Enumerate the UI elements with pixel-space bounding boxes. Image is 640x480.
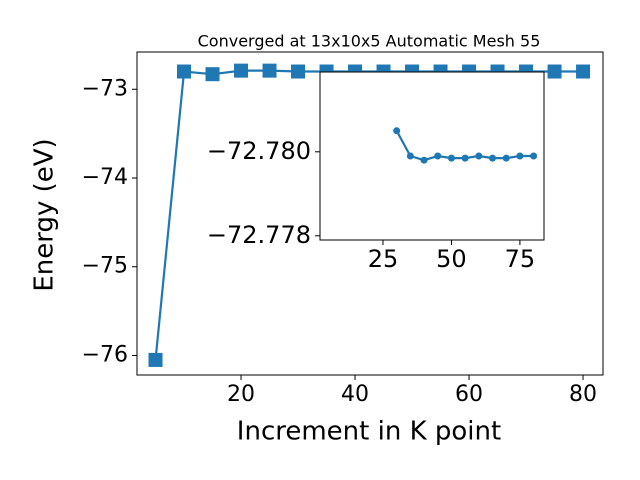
marker (205, 67, 220, 82)
marker (393, 127, 401, 135)
inset-frame (319, 71, 545, 241)
x-tick-label: 50 (436, 245, 467, 273)
marker (502, 154, 510, 162)
marker (475, 152, 483, 160)
x-tick-label: 75 (505, 245, 536, 273)
chart-title: Converged at 13x10x5 Automatic Mesh 55 (198, 32, 541, 51)
marker (420, 156, 428, 164)
plot-frame (136, 51, 604, 376)
x-tick-label: 40 (341, 382, 369, 407)
y-tick-label: −72.778 (207, 221, 311, 249)
x-tick-label: 80 (569, 382, 597, 407)
marker (406, 152, 414, 160)
marker (516, 152, 524, 160)
y-tick-label: −72.780 (207, 137, 311, 165)
marker (547, 64, 562, 79)
y-tick-label: −73 (82, 76, 128, 101)
marker (447, 154, 455, 162)
marker (177, 64, 192, 79)
marker (530, 152, 538, 160)
marker (489, 154, 497, 162)
y-tick-label: −75 (82, 254, 128, 279)
y-tick-label: −74 (82, 165, 128, 190)
marker (576, 64, 591, 79)
y-tick-label: −76 (82, 342, 128, 367)
x-tick-label: 25 (368, 245, 399, 273)
x-tick-label: 20 (227, 382, 255, 407)
x-tick-label: 60 (455, 382, 483, 407)
marker (234, 63, 249, 78)
marker (291, 64, 306, 79)
marker (148, 352, 163, 367)
y-axis-label: Energy (eV) (30, 138, 60, 291)
x-axis-label: Increment in K point (237, 417, 501, 447)
marker (262, 63, 277, 78)
marker (434, 152, 442, 160)
marker (461, 154, 469, 162)
inset-background (320, 72, 544, 240)
